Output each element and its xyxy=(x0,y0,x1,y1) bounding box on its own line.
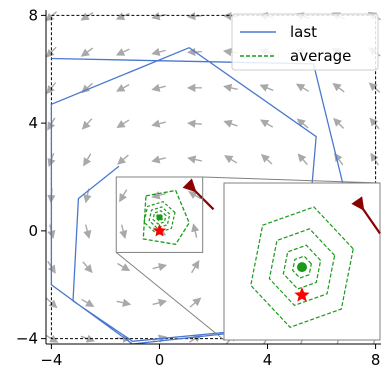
field-arrow xyxy=(260,154,273,165)
average-ring xyxy=(155,213,164,222)
field-arrow xyxy=(259,119,274,128)
legend-box xyxy=(231,13,379,71)
field-arrow xyxy=(83,224,92,240)
field-arrow xyxy=(369,117,380,130)
zoom-connector xyxy=(115,252,225,341)
inset-frame xyxy=(223,182,381,341)
inset-zoom xyxy=(223,182,381,341)
y-tick-label: 0 xyxy=(28,222,38,240)
field-arrow xyxy=(332,82,345,93)
field-arrow xyxy=(151,191,166,200)
field-arrow xyxy=(119,189,128,203)
field-arrow xyxy=(83,153,92,167)
field-arrow xyxy=(46,46,57,58)
inset-average-ring xyxy=(250,206,354,328)
average-ring xyxy=(148,206,171,229)
field-arrow xyxy=(187,155,202,164)
average-ring xyxy=(143,200,176,234)
field-arrow xyxy=(117,262,131,272)
x-tick-label: −4 xyxy=(40,351,62,369)
field-arrow xyxy=(117,154,129,165)
field-arrow xyxy=(151,47,166,57)
field-arrow xyxy=(297,153,308,166)
field-arrow xyxy=(223,119,238,128)
field-arrow xyxy=(81,118,93,130)
x-tick-label: 8 xyxy=(371,351,381,369)
field-arrow xyxy=(119,224,128,240)
average-center xyxy=(156,214,163,221)
zoom-region xyxy=(115,176,204,253)
field-arrow xyxy=(186,119,202,128)
inset-start-arrow xyxy=(351,196,381,235)
field-arrow xyxy=(151,83,166,92)
field-arrow xyxy=(116,119,130,129)
optimum-star xyxy=(152,223,167,237)
legend-label: average xyxy=(290,47,351,65)
y-tick-label: 4 xyxy=(28,114,38,132)
field-arrow xyxy=(80,11,94,21)
field-arrow xyxy=(370,152,379,166)
legend-label: last xyxy=(290,23,317,41)
field-arrow xyxy=(333,117,345,129)
inset-optimum-star xyxy=(294,287,310,302)
series-average xyxy=(142,189,190,246)
inset-average-ring xyxy=(282,244,322,290)
field-arrow xyxy=(296,118,309,129)
average-ring xyxy=(152,210,167,225)
field-arrow xyxy=(151,155,166,164)
inset-average-ring xyxy=(292,255,312,279)
field-arrow xyxy=(81,298,95,307)
inset-average-ring xyxy=(268,228,336,307)
y-tick-label: 8 xyxy=(28,6,38,24)
field-arrow xyxy=(115,48,130,56)
bounding-box xyxy=(50,14,377,340)
inset-average-center xyxy=(297,262,307,273)
x-tick-label: 4 xyxy=(263,351,273,369)
field-arrow xyxy=(116,84,130,92)
field-arrow xyxy=(295,83,310,92)
field-arrow xyxy=(189,297,202,308)
field-arrow xyxy=(259,84,274,92)
x-tick-label: 0 xyxy=(155,351,165,369)
y-tick-label: −4 xyxy=(16,330,38,348)
field-arrow xyxy=(191,260,200,274)
field-arrow xyxy=(116,298,132,307)
field-arrow xyxy=(151,119,166,128)
field-arrow xyxy=(82,261,93,274)
field-arrow xyxy=(152,262,168,272)
field-arrow xyxy=(152,298,168,307)
field-arrow xyxy=(223,83,238,92)
zoom-connector xyxy=(202,176,381,184)
field-arrow xyxy=(80,47,94,57)
field-arrow xyxy=(191,223,200,238)
field-arrow xyxy=(368,82,381,93)
field-arrow xyxy=(224,155,238,164)
field-arrow xyxy=(115,12,130,20)
legend: last average xyxy=(231,13,379,71)
field-arrow xyxy=(188,191,202,200)
field-arrow xyxy=(187,11,202,21)
field-arrow xyxy=(46,11,57,22)
